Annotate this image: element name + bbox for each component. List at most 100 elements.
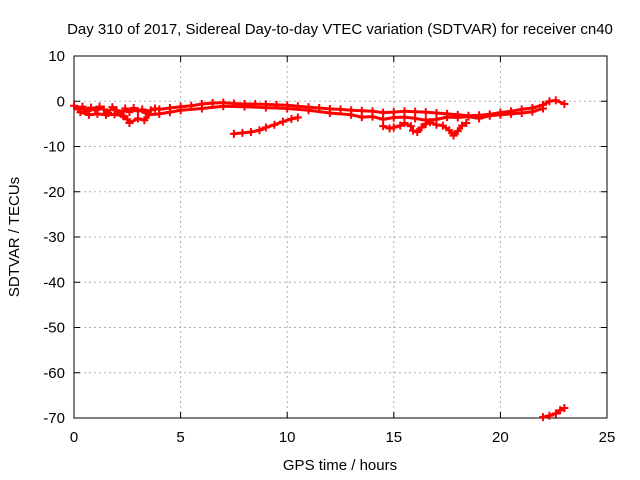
y-tick-label: -70	[43, 410, 65, 427]
data-point	[417, 123, 426, 132]
data-point	[400, 118, 409, 127]
y-tick-label: -20	[43, 184, 65, 201]
data-point	[287, 114, 296, 123]
y-tick-label: 0	[57, 93, 65, 110]
data-point	[539, 104, 548, 113]
series-descending-arc	[229, 113, 302, 138]
x-tick-label: 0	[70, 429, 78, 446]
y-axis-label: SDTVAR / TECUs	[6, 177, 23, 297]
data-point	[261, 123, 270, 132]
data-point	[95, 102, 104, 111]
data-point	[389, 113, 398, 122]
data-point	[93, 109, 102, 118]
data-point	[176, 106, 185, 115]
x-tick-label: 10	[279, 429, 296, 446]
data-point	[146, 106, 155, 115]
data-points	[70, 96, 569, 422]
data-point	[125, 118, 134, 127]
data-point	[357, 113, 366, 122]
data-point	[396, 121, 405, 130]
data-point	[129, 104, 138, 113]
data-point	[246, 128, 255, 137]
data-point	[133, 114, 142, 123]
data-point	[551, 96, 560, 105]
data-point	[219, 102, 228, 111]
x-tick-label: 15	[385, 429, 402, 446]
y-tick-label: -30	[43, 229, 65, 246]
data-point	[283, 104, 292, 113]
series-dips-15-18h	[379, 118, 471, 140]
data-point	[238, 128, 247, 137]
data-point	[278, 117, 287, 126]
data-point	[421, 119, 430, 128]
x-axis-label: GPS time / hours	[283, 457, 397, 474]
data-point	[411, 107, 420, 116]
data-point	[413, 128, 422, 137]
data-point	[438, 121, 447, 130]
y-tick-label: 10	[48, 48, 65, 65]
data-point	[121, 104, 130, 113]
data-point	[133, 107, 142, 116]
data-point	[70, 101, 78, 110]
data-point	[140, 116, 149, 125]
data-point	[443, 113, 452, 122]
data-point	[125, 108, 134, 117]
data-point	[485, 111, 494, 120]
data-point	[165, 108, 174, 117]
data-point	[458, 121, 467, 130]
data-point	[270, 120, 279, 129]
data-point	[379, 122, 388, 131]
data-point	[556, 406, 565, 415]
data-point	[517, 109, 526, 118]
axis-ticks: 10 0 -10 -20 -30 -40 -50 -60 -70 0 5 10 15 20 25	[43, 48, 615, 446]
data-point	[155, 109, 164, 118]
data-point	[76, 108, 85, 117]
chart-title: Day 310 of 2017, Sidereal Day-to-day VTE…	[67, 21, 613, 38]
data-point	[119, 111, 128, 120]
data-point	[496, 110, 505, 119]
data-point	[411, 114, 420, 123]
data-point	[453, 127, 462, 136]
data-point	[229, 129, 238, 138]
data-point	[408, 126, 417, 135]
data-point	[261, 103, 270, 112]
data-point	[255, 126, 264, 135]
data-point	[464, 112, 473, 121]
data-point	[99, 105, 108, 114]
data-point	[453, 113, 462, 122]
x-tick-label: 20	[492, 429, 509, 446]
data-point	[87, 103, 96, 112]
series-trace	[78, 104, 545, 125]
data-point	[449, 131, 458, 140]
series-lower-band	[76, 102, 548, 127]
data-point	[421, 108, 430, 117]
data-point	[507, 109, 516, 118]
data-point	[406, 122, 415, 131]
data-point	[462, 118, 471, 127]
data-point	[108, 103, 117, 112]
data-point	[78, 102, 87, 111]
data-point	[560, 404, 569, 413]
data-point	[84, 110, 93, 119]
data-point	[528, 107, 537, 116]
data-point	[110, 110, 119, 119]
data-point	[368, 112, 377, 121]
data-point	[112, 106, 121, 115]
y-tick-label: -10	[43, 139, 65, 156]
data-point	[325, 109, 334, 118]
data-point	[144, 110, 153, 119]
data-point	[389, 123, 398, 132]
y-tick-label: -60	[43, 365, 65, 382]
data-point	[101, 110, 110, 119]
data-point	[304, 106, 313, 115]
x-tick-label: 25	[599, 429, 616, 446]
data-point	[197, 104, 206, 113]
data-point	[475, 114, 484, 123]
data-point	[336, 105, 345, 114]
series-late-outlier	[539, 404, 569, 422]
x-tick-label: 5	[176, 429, 184, 446]
data-point	[539, 413, 548, 422]
data-point	[240, 102, 249, 111]
y-tick-label: -50	[43, 320, 65, 337]
